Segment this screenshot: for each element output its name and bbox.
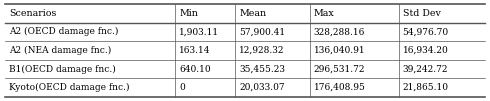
Text: 39,242.72: 39,242.72	[403, 65, 448, 74]
Text: 0: 0	[179, 83, 185, 92]
Text: 54,976.70: 54,976.70	[403, 27, 449, 36]
Text: 176,408.95: 176,408.95	[314, 83, 366, 92]
Text: 57,900.41: 57,900.41	[239, 27, 286, 36]
Text: B1(OECD damage fnc.): B1(OECD damage fnc.)	[9, 65, 116, 74]
Text: 296,531.72: 296,531.72	[314, 65, 365, 74]
Text: 136,040.91: 136,040.91	[314, 46, 366, 55]
Text: 163.14: 163.14	[179, 46, 211, 55]
Text: 20,033.07: 20,033.07	[239, 83, 285, 92]
Text: 1,903.11: 1,903.11	[179, 27, 220, 36]
Text: 328,288.16: 328,288.16	[314, 27, 365, 36]
Text: 12,928.32: 12,928.32	[239, 46, 285, 55]
Text: 16,934.20: 16,934.20	[403, 46, 448, 55]
Text: A2 (OECD damage fnc.): A2 (OECD damage fnc.)	[9, 27, 118, 36]
Text: Kyoto(OECD damage fnc.): Kyoto(OECD damage fnc.)	[9, 83, 129, 92]
Text: 21,865.10: 21,865.10	[403, 83, 448, 92]
Text: Max: Max	[314, 9, 335, 18]
Text: 35,455.23: 35,455.23	[239, 65, 285, 74]
Text: Scenarios: Scenarios	[9, 9, 56, 18]
Text: Std Dev: Std Dev	[403, 9, 441, 18]
Text: Mean: Mean	[239, 9, 267, 18]
Text: 640.10: 640.10	[179, 65, 211, 74]
Text: Min: Min	[179, 9, 198, 18]
Text: A2 (NEA damage fnc.): A2 (NEA damage fnc.)	[9, 46, 111, 55]
